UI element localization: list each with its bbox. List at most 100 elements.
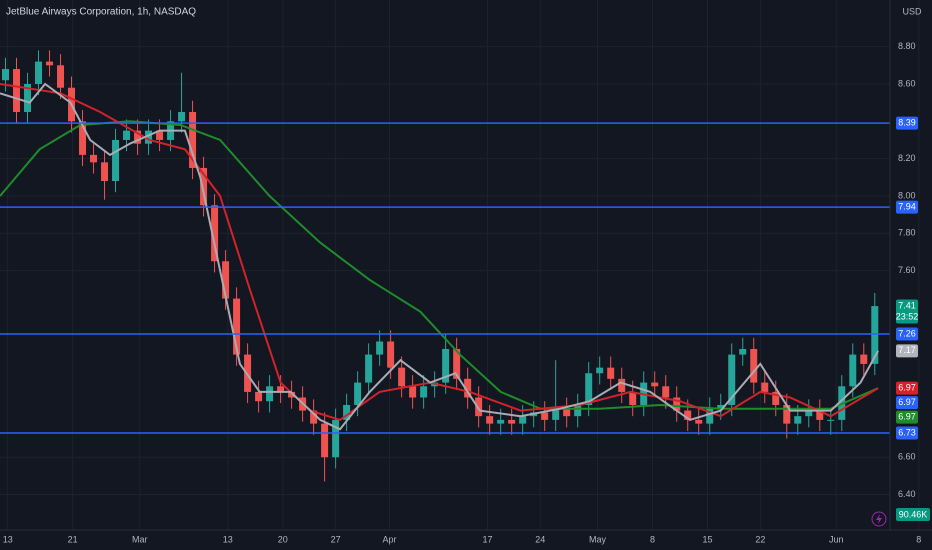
candle-body xyxy=(684,410,692,420)
candle-body xyxy=(750,348,758,383)
candle-body xyxy=(24,83,32,112)
candle-body xyxy=(739,348,747,355)
x-tick-label: 24 xyxy=(535,534,545,544)
candle-body xyxy=(651,382,659,387)
x-tick-label: 22 xyxy=(755,534,765,544)
countdown: 23:52 xyxy=(896,311,919,321)
y-tick-label: 8.20 xyxy=(898,153,916,163)
candle-body xyxy=(57,65,65,88)
candle-body xyxy=(398,367,406,387)
moving-average xyxy=(0,120,879,410)
candle-body xyxy=(310,410,318,424)
candle-body xyxy=(717,404,725,409)
level-badge xyxy=(896,327,918,341)
price-label: 6.97 xyxy=(898,397,916,407)
price-badge xyxy=(896,410,918,424)
candle-body xyxy=(387,341,395,368)
candle-body xyxy=(2,69,10,81)
x-tick-label: 27 xyxy=(331,534,341,544)
candle-body xyxy=(13,69,21,112)
candle-body xyxy=(365,354,373,383)
candle-body xyxy=(585,373,593,405)
alert-icon[interactable] xyxy=(871,511,887,527)
candle-body xyxy=(552,408,560,420)
price-badge xyxy=(896,396,918,410)
y-tick-label: 6.60 xyxy=(898,452,916,462)
candle-body xyxy=(178,111,186,122)
candle-body xyxy=(618,378,626,392)
candle-body xyxy=(673,397,681,411)
candle-body xyxy=(145,130,153,144)
x-tick-label: 17 xyxy=(482,534,492,544)
candle-body xyxy=(189,111,197,168)
candle-body xyxy=(761,382,769,392)
x-tick-label: 13 xyxy=(3,534,13,544)
candle-body xyxy=(35,61,43,84)
candle-body xyxy=(629,391,637,405)
alert-bolt xyxy=(876,514,882,524)
x-tick-label: Jun xyxy=(829,534,844,544)
candle-body xyxy=(277,386,285,392)
x-tick-label: 8 xyxy=(650,534,655,544)
candle-body xyxy=(376,341,384,355)
candle-body xyxy=(453,348,461,379)
volume-badge xyxy=(896,508,930,521)
price-label: 7.41 xyxy=(898,300,916,310)
x-tick-label: 13 xyxy=(223,534,233,544)
y-tick-label: 7.80 xyxy=(898,228,916,238)
candle-body xyxy=(420,386,428,398)
level-label: 7.26 xyxy=(898,328,916,338)
candle-body xyxy=(607,367,615,379)
y-tick-label: 8.80 xyxy=(898,41,916,51)
candle-body xyxy=(860,354,868,364)
candle-body xyxy=(442,348,450,383)
price-label: 6.97 xyxy=(898,412,916,422)
candle-body xyxy=(706,408,714,424)
level-label: 8.39 xyxy=(898,118,916,128)
candle-body xyxy=(321,423,329,458)
x-tick-label: Mar xyxy=(132,534,148,544)
candle-body xyxy=(805,410,813,417)
level-label: 6.73 xyxy=(898,427,916,437)
candle-body xyxy=(156,130,164,140)
price-badge xyxy=(896,381,918,395)
x-tick-label: 15 xyxy=(703,534,713,544)
candle-body xyxy=(222,261,230,299)
candle-body xyxy=(101,162,109,182)
candle-body xyxy=(123,130,131,140)
candle-body xyxy=(409,386,417,398)
candle-body xyxy=(849,354,857,387)
candle-body xyxy=(497,419,505,424)
candle-body xyxy=(112,139,120,182)
candle-body xyxy=(827,419,835,421)
candle-body xyxy=(596,367,604,374)
candle-body xyxy=(134,130,142,144)
price-badge xyxy=(896,344,918,358)
level-badge xyxy=(896,116,918,130)
candle-body xyxy=(816,410,824,420)
candle-body xyxy=(266,386,274,402)
candle-body xyxy=(233,298,241,355)
candle-body xyxy=(332,419,340,458)
candle-body xyxy=(255,391,263,402)
candle-body xyxy=(574,404,582,417)
candle-body xyxy=(200,167,208,206)
candle-body xyxy=(695,419,703,424)
x-tick-label: 8 xyxy=(916,534,921,544)
y-tick-label: 8.60 xyxy=(898,78,916,88)
candle-body xyxy=(211,205,219,262)
volume-label: 90.46K xyxy=(899,509,928,519)
candle-body xyxy=(662,386,670,398)
price-label: 7.17 xyxy=(898,345,916,355)
candle-body xyxy=(486,416,494,424)
moving-average xyxy=(0,82,879,431)
x-tick-label: 21 xyxy=(68,534,78,544)
y-tick-label: 8.00 xyxy=(898,190,916,200)
candle-body xyxy=(541,412,549,420)
currency-label: USD xyxy=(902,6,922,16)
x-tick-label: 20 xyxy=(278,534,288,544)
candle-body xyxy=(508,419,516,424)
candle-body xyxy=(563,408,571,417)
candle-body xyxy=(772,391,780,405)
candle-body xyxy=(728,354,736,405)
